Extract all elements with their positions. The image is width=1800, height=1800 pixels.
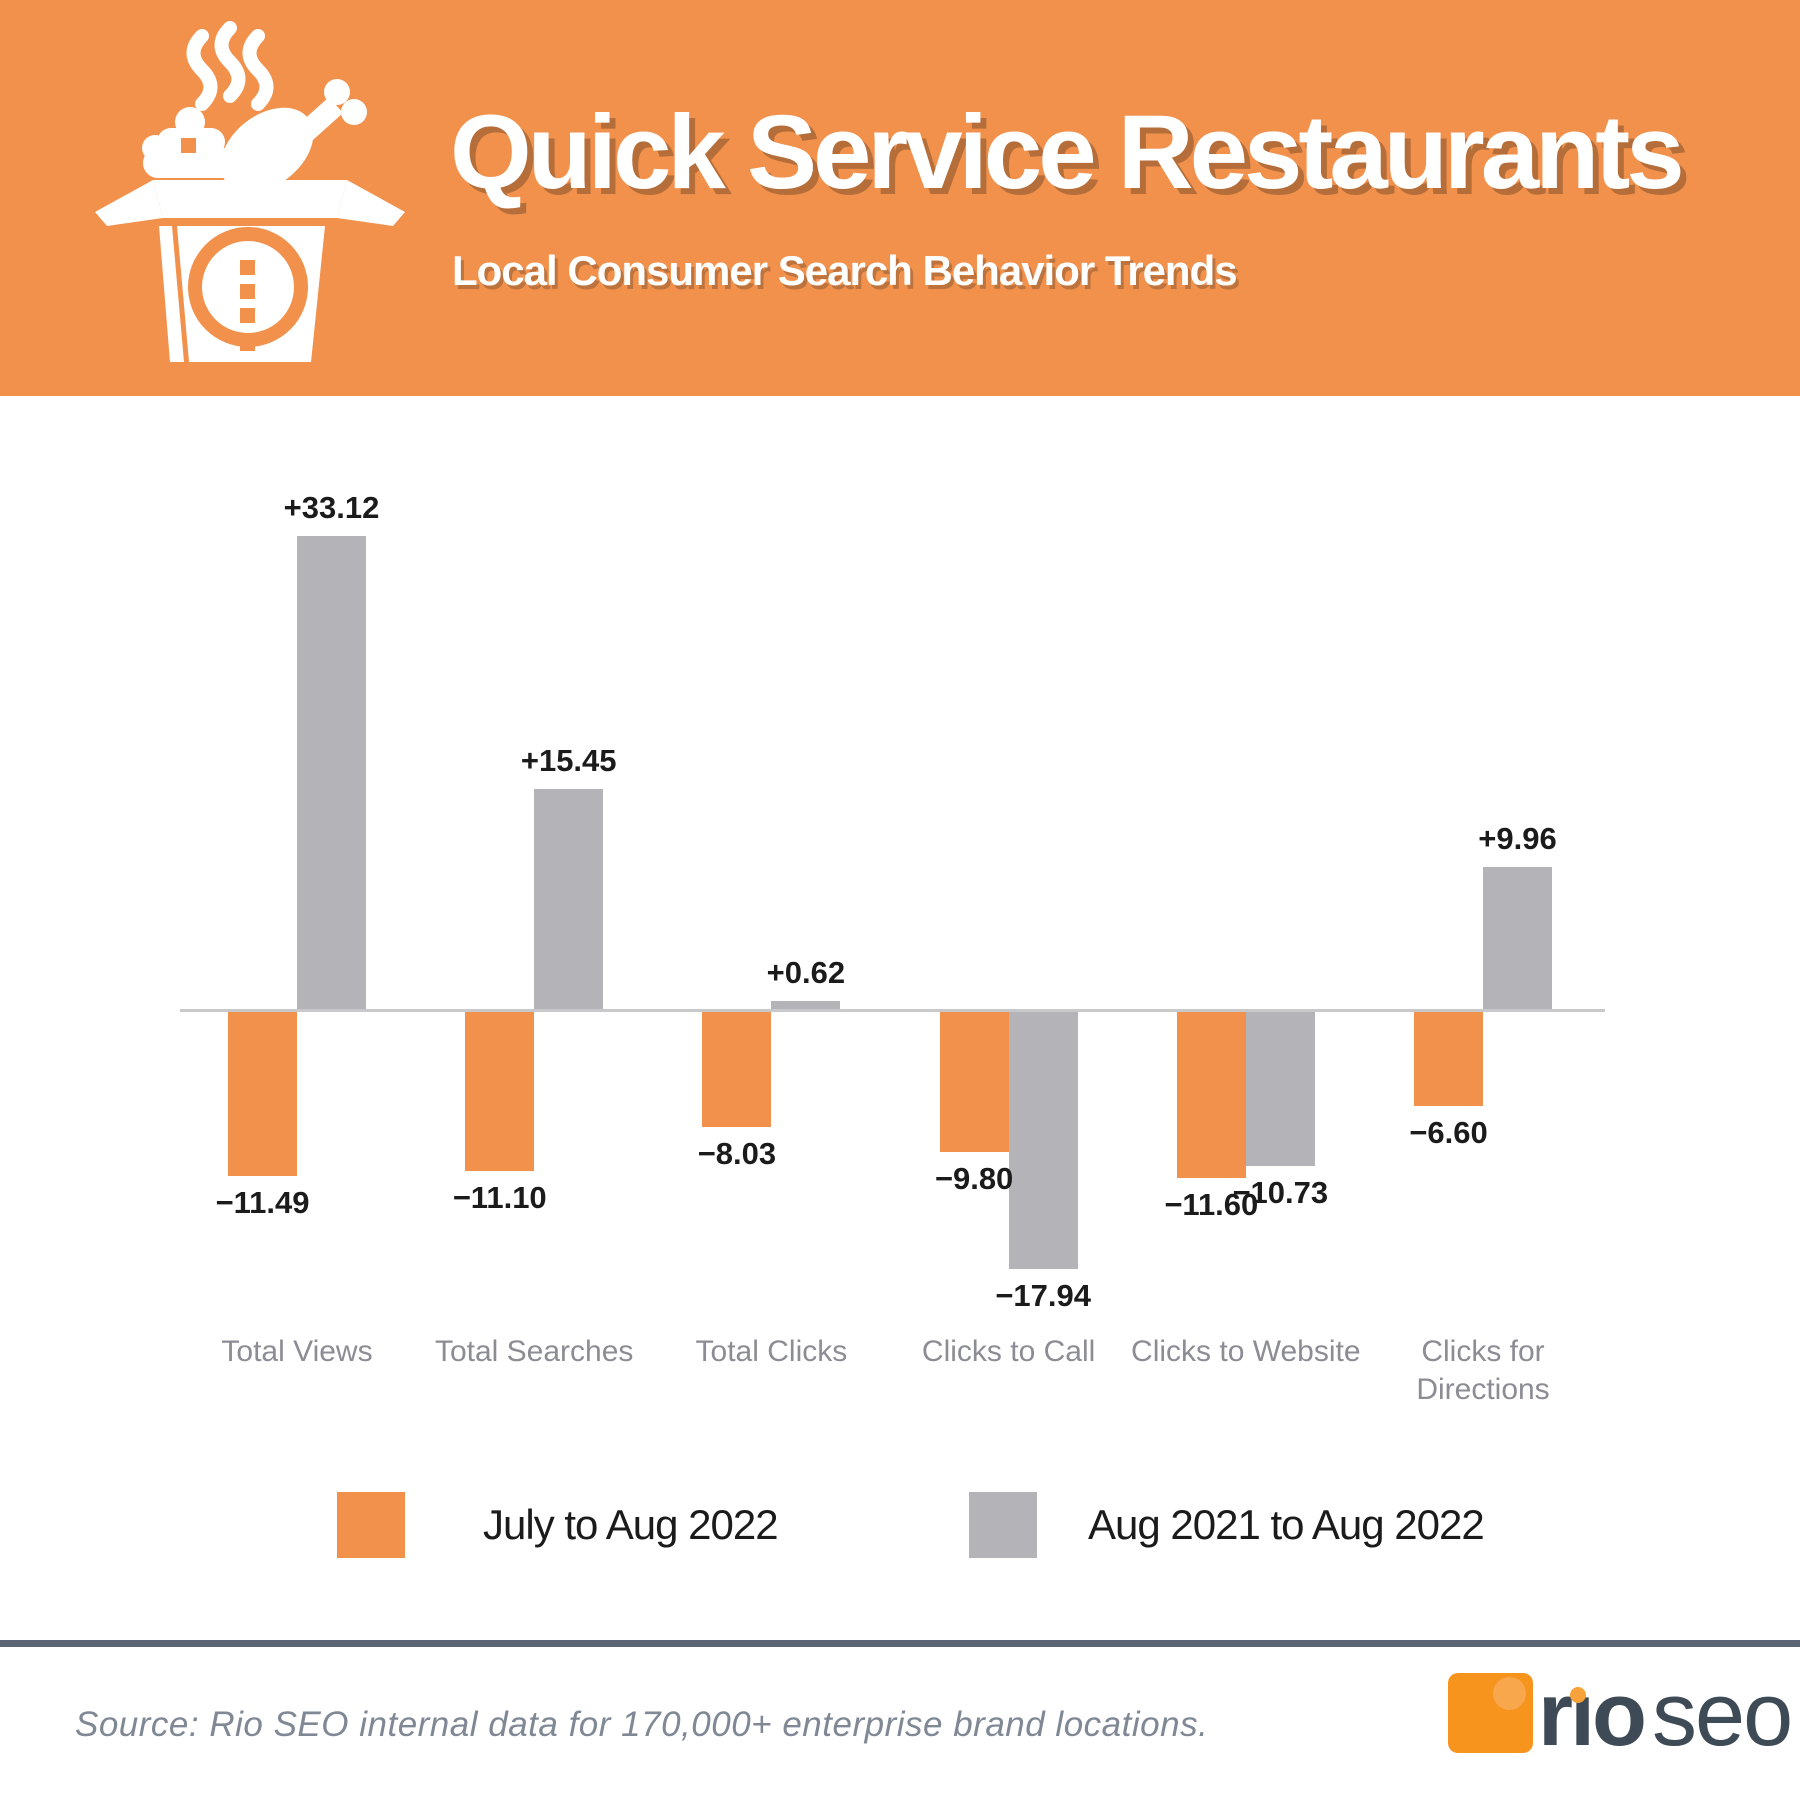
legend-label-july-to-aug-2022: July to Aug 2022 <box>483 1501 779 1548</box>
value-label: +9.96 <box>1478 821 1557 857</box>
page-subtitle: Local Consumer Search Behavior Trends <box>452 247 1238 294</box>
brand-rio: rıo <box>1538 1665 1647 1765</box>
bar-series0-0 <box>228 1012 297 1176</box>
brand-i-dot-icon <box>1570 1687 1586 1703</box>
bar-series1-2 <box>771 1001 841 1011</box>
category-label: Total Views <box>221 1335 373 1368</box>
bar-series0-2 <box>702 1012 772 1127</box>
value-label: +33.12 <box>283 490 380 526</box>
category-label: Clicks to Call <box>921 1335 1096 1368</box>
value-label: −9.80 <box>934 1161 1014 1197</box>
rio-seo-logo: rıo seo <box>1538 1665 1793 1765</box>
footer-divider <box>0 1640 1800 1647</box>
rio-seo-logo-icon <box>1448 1673 1533 1753</box>
value-label: −11.10 <box>452 1179 547 1215</box>
category-label: Total Searches <box>434 1335 634 1368</box>
category-label: Clicks for Directions <box>1416 1335 1550 1406</box>
header-banner: Quick Service Restaurants Local Consumer… <box>0 0 1800 396</box>
value-label: +0.62 <box>766 955 846 991</box>
value-label: −17.94 <box>995 1277 1091 1313</box>
logo-bubble <box>1493 1677 1526 1710</box>
zero-axis-line <box>180 1009 1605 1012</box>
value-label: +15.45 <box>520 742 617 778</box>
value-label: −6.60 <box>1409 1115 1488 1151</box>
value-label: −11.60 <box>1164 1186 1259 1222</box>
category-label: Total Clicks <box>695 1335 848 1368</box>
bar-series1-4 <box>1245 1012 1315 1166</box>
bar-series1-0 <box>297 536 366 1011</box>
legend-swatch-july-to-aug-2022 <box>337 1492 405 1558</box>
source-note: Source: Rio SEO internal data for 170,00… <box>75 1705 1209 1744</box>
bar-series1-5 <box>1483 867 1552 1011</box>
bar-series0-1 <box>465 1012 535 1171</box>
legend-swatch-aug-2021-to-aug-2022 <box>969 1492 1037 1558</box>
bar-series0-3 <box>939 1012 1009 1152</box>
value-label: −11.49 <box>215 1185 310 1221</box>
takeout-box-icon <box>95 21 405 362</box>
category-label: Clicks to Website <box>1131 1335 1361 1368</box>
value-label: −10.73 <box>1232 1174 1329 1210</box>
bar-chart: −11.49 +33.12 Total Views −11.10 +15.45 Total… <box>0 396 1800 1640</box>
legend-label-aug-2021-to-aug-2022: Aug 2021 to Aug 2022 <box>1088 1501 1485 1548</box>
bar-series0-5 <box>1414 1012 1483 1106</box>
bar-series0-4 <box>1176 1012 1246 1178</box>
value-label: −8.03 <box>697 1135 777 1171</box>
brand-seo: seo <box>1652 1665 1793 1765</box>
bar-series1-3 <box>1008 1012 1078 1269</box>
page-title: Quick Service Restaurants <box>450 94 1685 211</box>
bar-series1-1 <box>534 788 604 1010</box>
